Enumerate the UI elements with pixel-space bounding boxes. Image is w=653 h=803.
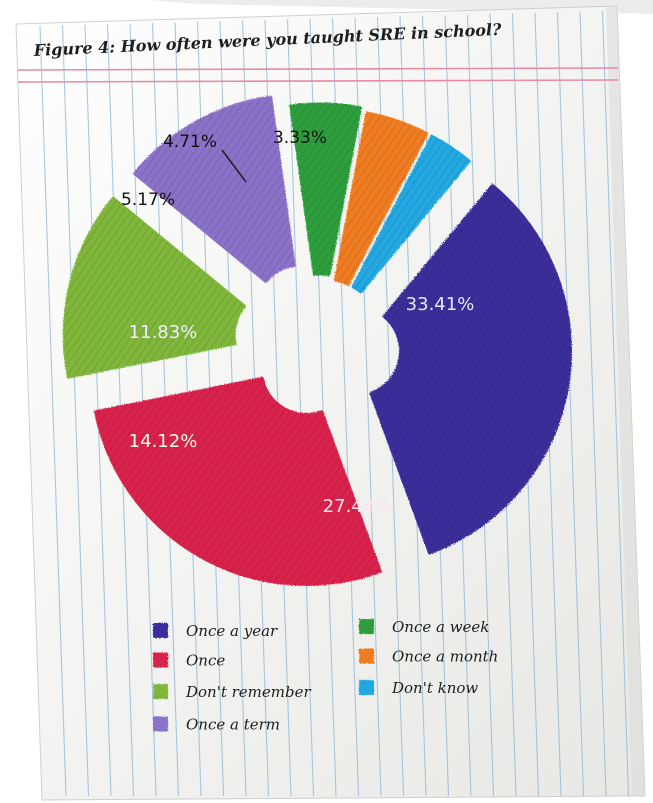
legend-item-don-t-remember: Don't remember: [153, 683, 311, 701]
legend-swatch: [359, 680, 374, 695]
slice-value-labels: 33.41% 27.44% 14.12% 11.83% 5.17% 4.71% 3.33%: [121, 128, 474, 517]
pie-slice-texture: [134, 97, 295, 282]
slice-value-label-once-a-term: 11.83%: [129, 322, 198, 343]
pie-slice-texture: [64, 198, 245, 378]
pie-slice-once-a-term: [132, 95, 296, 283]
pie-slice-texture: [290, 104, 361, 275]
paper-ruled-line: [61, 25, 90, 797]
paper-ruled-line: [39, 25, 67, 797]
legend-item-once: Once: [153, 652, 225, 670]
slice-value-label-once-a-week: 5.17%: [121, 190, 175, 210]
legend-label: Once a term: [186, 716, 280, 734]
paper-ruled-line: [601, 10, 630, 797]
pie-slice-don-t-remember: [62, 196, 247, 379]
legend-item-once-a-week: Once a week: [359, 618, 489, 636]
pie-slice-once: [94, 376, 382, 586]
slice-value-label-once-a-year: 33.41%: [406, 294, 475, 315]
legend-label: Once a week: [392, 618, 489, 636]
pie-slice-texture: [95, 378, 381, 585]
legend-label: Don't know: [391, 679, 478, 697]
pie-slice-once-a-month: [334, 111, 429, 286]
margin-line-top: [17, 67, 619, 71]
paper-ruled-line: [286, 19, 315, 797]
legend-swatch: [153, 623, 168, 638]
legend-item-once-a-year: Once a year: [153, 622, 278, 640]
legend-swatch: [153, 716, 168, 732]
slice-value-label-don-t-remember: 14.12%: [129, 431, 198, 452]
paper-ruled-line: [579, 11, 607, 797]
pie-chart: [62, 95, 572, 586]
legend-item-don-t-know: Don't know: [359, 679, 478, 697]
label-pointer-line: [221, 149, 247, 183]
pie-slice-texture: [335, 112, 427, 285]
legend: Once a year Once Don't remember Once a term…: [153, 618, 498, 734]
legend-swatch: [359, 648, 374, 664]
pie-slice-texture: [353, 136, 470, 293]
legend-item-once-a-term: Once a term: [153, 716, 280, 734]
legend-label: Once a month: [392, 648, 498, 666]
legend-swatch: [153, 684, 168, 699]
slice-value-label-once-a-month: 4.71%: [163, 132, 217, 152]
margin-line-bottom: [17, 79, 619, 83]
legend-label: Don't remember: [185, 683, 311, 701]
slice-value-label-once: 27.44%: [323, 496, 392, 517]
legend-label: Once a year: [186, 622, 278, 640]
legend-swatch: [359, 619, 374, 634]
pie-slice-once-a-week: [289, 102, 362, 277]
paper-ruled-line: [556, 12, 585, 797]
pie-slice-texture: [370, 185, 571, 553]
legend-item-once-a-month: Once a month: [359, 648, 498, 666]
legend-label: Once: [186, 652, 225, 670]
slice-value-label-don-t-know: 3.33%: [273, 128, 327, 148]
legend-swatch: [153, 652, 168, 668]
pie-slice-don-t-know: [351, 134, 471, 294]
pie-slice-once-a-year: [369, 183, 572, 555]
